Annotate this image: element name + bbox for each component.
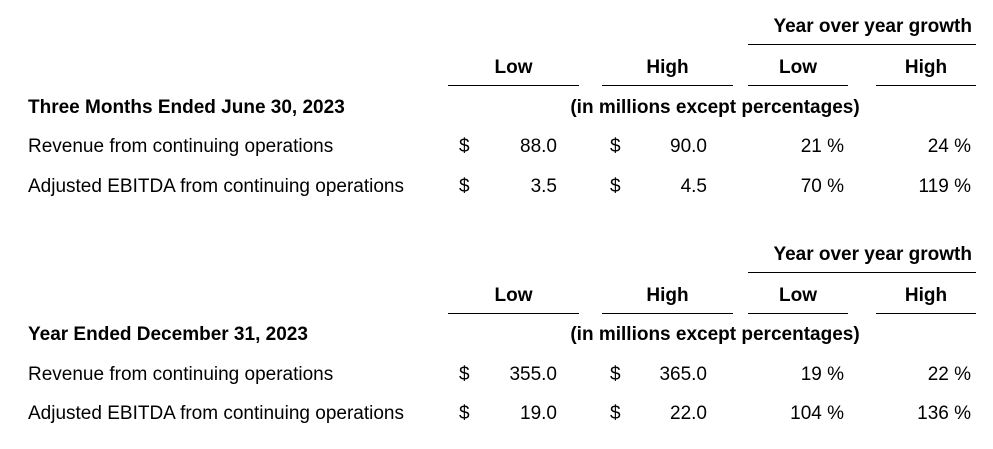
cell-low: 19.0 [520,403,557,424]
cell-growth-high: 136 % [917,403,971,424]
cell-high: 22.0 [670,403,707,424]
col-rule-high [602,85,733,86]
cell-low: 355.0 [509,364,557,385]
cell-low: 3.5 [530,176,557,197]
col-header-growth-low: Low [779,57,817,78]
cell-growth-low: 21 % [800,136,844,157]
row-label-adjusted-ebitda: Adjusted EBITDA from continuing operatio… [28,176,404,197]
col-rule-high [602,313,733,314]
cell-growth-high: 119 % [918,176,971,197]
row-label-adjusted-ebitda: Adjusted EBITDA from continuing operatio… [28,403,404,424]
cell-growth-low: 19 % [800,364,844,385]
currency-symbol: $ [610,403,621,424]
guidance-table-full-year: Year over year growth Low High Low High … [0,228,993,448]
currency-symbol: $ [610,364,621,385]
col-header-growth-high: High [904,285,948,306]
group-header-rule [748,272,976,273]
cell-growth-low: 70 % [800,176,844,197]
row-label-revenue: Revenue from continuing operations [28,136,334,157]
row-label-revenue: Revenue from continuing operations [28,364,334,385]
period-title: Year Ended December 31, 2023 [28,324,308,345]
currency-symbol: $ [459,176,470,197]
col-header-growth-low: Low [779,285,817,306]
group-header-rule [748,44,976,45]
cell-high: 90.0 [670,136,707,157]
units-note: (in millions except percentages) [570,97,860,118]
currency-symbol: $ [459,136,470,157]
col-rule-low [448,313,579,314]
col-rule-growth-high [876,313,976,314]
col-header-low: Low [494,57,533,78]
cell-growth-high: 24 % [927,136,971,157]
cell-low: 88.0 [520,136,557,157]
units-note: (in millions except percentages) [570,324,860,345]
cell-growth-low: 104 % [790,403,844,424]
group-header-yoy-growth: Year over year growth [773,16,972,37]
col-header-high: High [646,57,689,78]
cell-growth-high: 22 % [927,364,971,385]
col-rule-growth-high [876,85,976,86]
col-header-growth-high: High [904,57,948,78]
currency-symbol: $ [459,403,470,424]
col-rule-low [448,85,579,86]
group-header-yoy-growth: Year over year growth [773,244,972,265]
currency-symbol: $ [610,176,621,197]
currency-symbol: $ [610,136,621,157]
col-header-high: High [646,285,689,306]
guidance-table-three-months: Year over year growth Low High Low High … [0,0,993,220]
period-title: Three Months Ended June 30, 2023 [28,97,345,118]
cell-high: 4.5 [680,176,707,197]
col-header-low: Low [494,285,533,306]
col-rule-growth-low [748,313,848,314]
col-rule-growth-low [748,85,848,86]
cell-high: 365.0 [659,364,707,385]
currency-symbol: $ [459,364,470,385]
